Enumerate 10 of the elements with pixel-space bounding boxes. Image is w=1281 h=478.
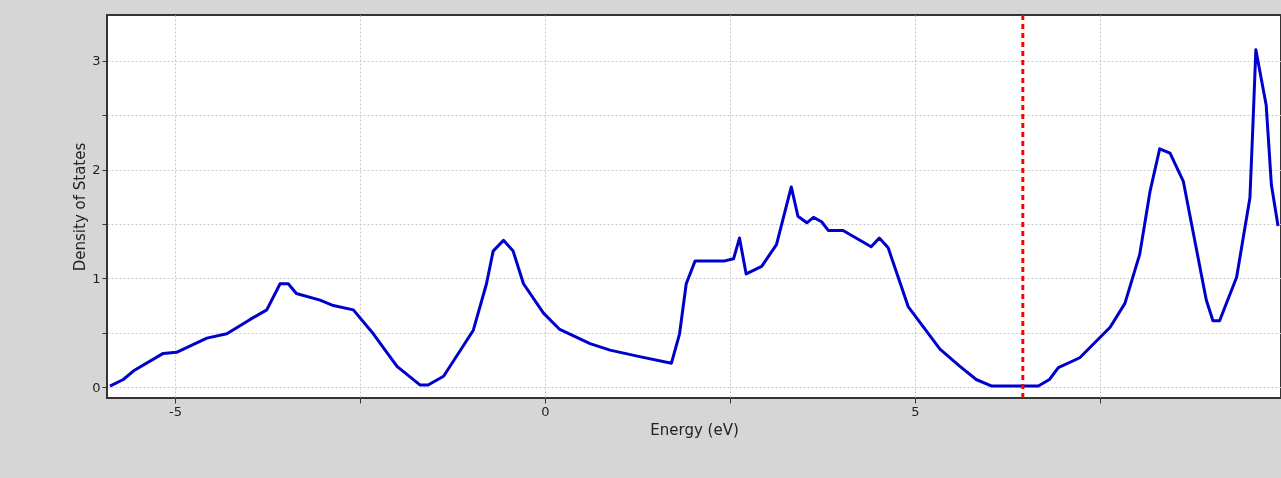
y-tick-label: 1 xyxy=(92,270,101,286)
y-tick-label: 2 xyxy=(92,162,101,178)
line-series xyxy=(108,48,1280,388)
y-axis-title: Density of States xyxy=(71,142,90,272)
x-axis-title: Energy (eV) xyxy=(650,420,739,439)
x-tick-label: -5 xyxy=(169,403,183,419)
x-tick-label: 0 xyxy=(541,403,550,419)
y-tick-label: 0 xyxy=(92,379,101,395)
y-tick-label: 3 xyxy=(92,53,101,69)
x-tick-label: 5 xyxy=(911,403,920,419)
